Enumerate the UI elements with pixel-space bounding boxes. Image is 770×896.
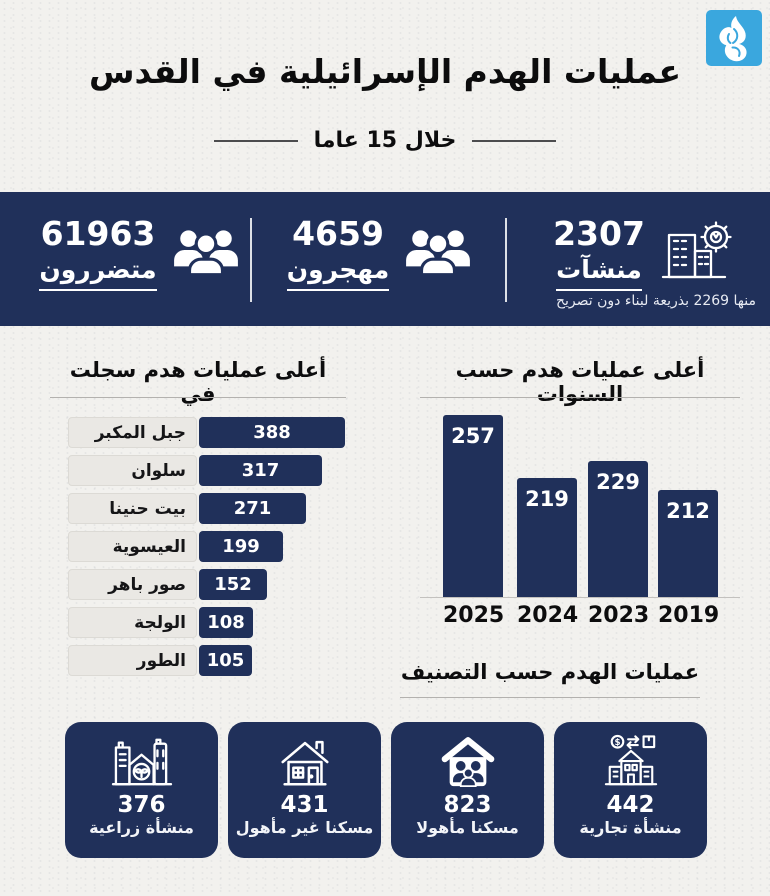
years-chart-title: أعلى عمليات هدم حسب السنوات xyxy=(455,358,705,406)
district-bar: 271 xyxy=(199,493,306,524)
years-title-underline xyxy=(420,397,740,398)
year-bar: 219 xyxy=(517,478,577,597)
district-label: بيت حنينا xyxy=(68,493,197,524)
years-bar-chart: 257 2025 219 2024 229 2023 212 2019 xyxy=(420,400,740,640)
key-stats-band: 61963 متضررون 4659 xyxy=(0,192,770,326)
aljazeera-logo-icon xyxy=(706,10,762,66)
district-bar: 105 xyxy=(199,645,252,676)
card-agricultural-value: 376 xyxy=(117,792,166,818)
district-bar-row: سلوان 317 xyxy=(68,455,408,486)
stats-divider xyxy=(250,218,252,302)
district-bar-row: الطور 105 xyxy=(68,645,408,676)
year-bar: 212 xyxy=(658,490,718,597)
district-bar-row: صور باهر 152 xyxy=(68,569,408,600)
page-title: عمليات الهدم الإسرائيلية في القدس xyxy=(88,52,682,91)
card-uninhabited-dwelling: 431 مسكنا غير مأهول xyxy=(228,722,381,858)
district-label: العيسوية xyxy=(68,531,197,562)
house-icon xyxy=(274,732,336,792)
card-agricultural-label: منشأة زراعية xyxy=(89,818,194,838)
stat-facilities-footnote: منها 2269 بذريعة لبناء دون تصريح xyxy=(555,293,756,309)
stats-divider xyxy=(505,218,507,302)
districts-bar-chart: جبل المكبر 388 سلوان 317 بيت حنينا 271 العيسوي… xyxy=(68,417,408,683)
districts-chart-title: أعلى عمليات هدم سجلت في xyxy=(69,358,327,406)
stat-affected: 61963 متضررون xyxy=(35,206,245,302)
card-commercial-label: منشأة تجارية xyxy=(579,818,682,838)
building-gear-icon xyxy=(659,219,735,289)
year-bar-value: 219 xyxy=(525,487,569,511)
people-group-icon xyxy=(171,225,241,283)
stat-facilities: 2307 منشآت xyxy=(530,206,758,302)
year-bar-value: 212 xyxy=(666,499,710,523)
stat-affected-label: متضررون xyxy=(39,254,157,291)
card-commercial-value: 442 xyxy=(606,792,655,818)
stat-displaced-label: مهجرون xyxy=(286,254,390,291)
card-uninhabited-value: 431 xyxy=(280,792,329,818)
year-label: 2025 xyxy=(443,603,505,628)
districts-title-underline xyxy=(50,397,346,398)
chart-baseline xyxy=(420,597,740,598)
district-label: سلوان xyxy=(68,455,197,486)
card-agricultural: 376 منشأة زراعية xyxy=(65,722,218,858)
commerce-building-icon: $ xyxy=(600,732,662,792)
district-bar-row: جبل المكبر 388 xyxy=(68,417,408,448)
district-bar-row: الولجة 108 xyxy=(68,607,408,638)
farm-building-icon xyxy=(111,732,173,792)
stat-facilities-label: منشآت xyxy=(556,254,642,291)
card-inhabited-label: مسكنا مأهولا xyxy=(416,818,519,838)
district-bar: 388 xyxy=(199,417,345,448)
year-bar-value: 257 xyxy=(451,424,495,448)
year-label: 2023 xyxy=(588,603,650,628)
year-label: 2024 xyxy=(517,603,579,628)
district-bar: 199 xyxy=(199,531,283,562)
classification-title-underline xyxy=(400,697,700,698)
stat-displaced: 4659 مهجرون xyxy=(280,206,480,302)
stat-facilities-value: 2307 xyxy=(553,214,645,254)
house-family-icon xyxy=(437,732,499,792)
district-label: الولجة xyxy=(68,607,197,638)
svg-text:$: $ xyxy=(614,738,620,748)
card-commercial: $ 442 منشأة تجارية xyxy=(554,722,707,858)
card-inhabited-dwelling: 823 مسكنا مأهولا xyxy=(391,722,544,858)
year-label: 2019 xyxy=(658,603,720,628)
subtitle-row: خلال 15 عاما xyxy=(0,128,770,153)
card-inhabited-value: 823 xyxy=(443,792,492,818)
subtitle-dash-right xyxy=(213,139,298,142)
district-label: جبل المكبر xyxy=(68,417,197,448)
district-bar: 108 xyxy=(199,607,253,638)
district-bar: 152 xyxy=(199,569,267,600)
district-label: صور باهر xyxy=(68,569,197,600)
district-label: الطور xyxy=(68,645,197,676)
district-bar-row: بيت حنينا 271 xyxy=(68,493,408,524)
stat-affected-value: 61963 xyxy=(40,214,156,254)
year-bar: 229 xyxy=(588,461,648,597)
card-uninhabited-label: مسكنا غير مأهول xyxy=(235,818,374,838)
district-bar-row: العيسوية 199 xyxy=(68,531,408,562)
page-subtitle: خلال 15 عاما xyxy=(313,128,457,153)
district-bar: 317 xyxy=(199,455,322,486)
classification-title: عمليات الهدم حسب التصنيف xyxy=(400,660,700,684)
subtitle-dash-left xyxy=(472,139,557,142)
people-group-icon xyxy=(403,225,473,283)
year-bar-value: 229 xyxy=(596,470,640,494)
stat-displaced-value: 4659 xyxy=(292,214,384,254)
year-bar: 257 xyxy=(443,415,503,597)
